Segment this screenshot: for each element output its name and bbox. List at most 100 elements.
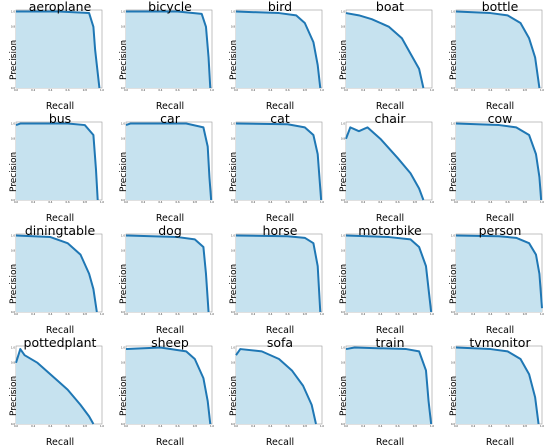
y-tick-label: 0.6 — [341, 152, 345, 156]
pr-curve-line — [235, 122, 323, 201]
y-tick-label: 1.0 — [121, 9, 125, 13]
x-tick-label: 0.6 — [396, 88, 400, 92]
x-tick-label: 0.2 — [251, 424, 255, 428]
x-tick-label: 0.8 — [413, 312, 417, 316]
x-tick-label: 1.0 — [320, 200, 324, 204]
panel-title: train — [375, 335, 405, 350]
panel-title: car — [160, 111, 180, 126]
pr-panel-sofa: 0.0 0.2 0.4 0.6 0.8 1.0 0.0 0.2 0.4 0.6 0.8 1.0 sofa… — [220, 335, 330, 448]
y-axis-label: Precision — [9, 151, 19, 192]
y-tick-label: 0.8 — [231, 361, 235, 365]
x-tick-label: 0.2 — [251, 88, 255, 92]
y-tick-label: 0.2 — [231, 71, 235, 75]
y-tick-label: 0.8 — [341, 25, 345, 29]
x-tick-label: 0.0 — [234, 200, 238, 204]
y-tick-label: 1.0 — [11, 9, 15, 13]
x-axis-label: Recall — [45, 101, 75, 112]
y-tick-label: 1.0 — [451, 9, 455, 13]
panel-title: cat — [270, 111, 290, 126]
pr-panel-pottedplant: 0.0 0.2 0.4 0.6 0.8 1.0 0.0 0.2 0.4 0.6 0.8 1.0 pott… — [0, 335, 110, 448]
pr-curve-line — [16, 10, 101, 89]
panel-title: horse — [262, 223, 298, 238]
pr-curve-line — [15, 234, 98, 313]
y-tick-label: 0.8 — [451, 249, 455, 253]
panel-title: motorbike — [358, 223, 422, 238]
y-tick-label: 0.6 — [121, 376, 125, 380]
x-axis-label: Recall — [265, 213, 295, 224]
y-tick-label: 0.2 — [341, 407, 345, 411]
y-tick-label: 0.4 — [231, 55, 235, 59]
y-tick-label: 0.2 — [121, 295, 125, 299]
y-axis-label: Precision — [339, 263, 349, 304]
pr-area — [236, 235, 321, 312]
y-tick-label: 1.0 — [121, 233, 125, 237]
y-tick-label: 1.0 — [121, 121, 125, 125]
x-tick-label: 0.4 — [268, 424, 272, 428]
pr-plot-chair: 0.0 0.2 0.4 0.6 0.8 1.00.00.20.40.60.81.0 — [341, 121, 435, 204]
x-tick-label: 0.2 — [251, 312, 255, 316]
pr-area — [346, 347, 432, 424]
y-tick-label: 0.2 — [231, 183, 235, 187]
pr-curve-line — [345, 346, 433, 425]
pr-area — [126, 11, 211, 88]
y-tick-label: 0.8 — [121, 361, 125, 365]
panel-title: diningtable — [24, 223, 96, 238]
x-axis-label: Recall — [485, 213, 515, 224]
y-axis-label: Precision — [229, 375, 239, 416]
x-tick-label: 0.6 — [286, 200, 290, 204]
pr-area — [16, 11, 100, 88]
x-tick-label: 0.2 — [471, 200, 475, 204]
x-tick-label: 0.8 — [413, 424, 417, 428]
x-tick-label: 0.0 — [234, 88, 238, 92]
y-tick-label: 0.4 — [121, 391, 125, 395]
y-tick-label: 0.8 — [231, 137, 235, 141]
x-tick-label: 0.0 — [454, 312, 458, 316]
x-axis-label: Recall — [485, 437, 515, 448]
x-tick-label: 1.0 — [320, 424, 324, 428]
y-tick-label: 0.2 — [451, 407, 455, 411]
y-tick-label: 0.0 — [231, 310, 235, 314]
x-tick-label: 0.4 — [488, 200, 492, 204]
y-tick-label: 1.0 — [231, 121, 235, 125]
y-tick-label: 0.6 — [451, 152, 455, 156]
y-tick-label: 0.6 — [121, 152, 125, 156]
x-tick-label: 0.6 — [66, 88, 70, 92]
pr-curve-line — [345, 126, 425, 201]
y-axis-label: Precision — [119, 263, 129, 304]
y-tick-label: 0.0 — [341, 422, 345, 426]
y-axis-label: Precision — [449, 263, 459, 304]
pr-panel-bottle: 0.0 0.2 0.4 0.6 0.8 1.0 0.0 0.2 0.4 0.6 0.8 1.0 bott… — [440, 0, 550, 112]
x-tick-label: 1.0 — [320, 312, 324, 316]
x-axis-label: Recall — [45, 437, 75, 448]
pr-panel-boat: 0.0 0.2 0.4 0.6 0.8 1.0 0.0 0.2 0.4 0.6 0.8 1.0 boat… — [330, 0, 440, 112]
pr-curve-line — [455, 346, 540, 425]
pr-area — [16, 123, 98, 200]
pr-area — [456, 235, 542, 312]
y-tick-label: 0.4 — [451, 167, 455, 171]
y-tick-label: 0.6 — [341, 40, 345, 44]
pr-plot-sofa: 0.0 0.2 0.4 0.6 0.8 1.00.00.20.40.60.81.0 — [231, 345, 325, 428]
pr-plot-cow: 0.0 0.2 0.4 0.6 0.8 1.00.00.20.40.60.81.0 — [451, 121, 545, 204]
pr-plot-bottle: 0.0 0.2 0.4 0.6 0.8 1.00.00.20.40.60.81.0 — [451, 9, 545, 92]
x-tick-label: 1.0 — [210, 200, 214, 204]
y-tick-label: 0.6 — [231, 376, 235, 380]
x-tick-label: 0.2 — [361, 88, 365, 92]
y-tick-label: 0.4 — [341, 167, 345, 171]
y-tick-label: 0.8 — [451, 25, 455, 29]
panel-title: tvmonitor — [469, 335, 531, 350]
y-tick-label: 0.4 — [121, 279, 125, 283]
y-tick-label: 0.4 — [341, 55, 345, 59]
pr-area — [236, 123, 322, 200]
y-axis-label: Precision — [449, 151, 459, 192]
x-tick-label: 0.4 — [488, 88, 492, 92]
y-tick-label: 0.4 — [11, 55, 15, 59]
pr-plot-dog: 0.0 0.2 0.4 0.6 0.8 1.00.00.20.40.60.81.0 — [121, 233, 215, 316]
y-tick-label: 0.2 — [451, 295, 455, 299]
y-tick-label: 1.0 — [451, 121, 455, 125]
y-tick-label: 1.0 — [11, 121, 15, 125]
y-tick-label: 0.4 — [231, 391, 235, 395]
x-tick-label: 0.4 — [488, 424, 492, 428]
x-tick-label: 0.0 — [14, 200, 18, 204]
y-tick-label: 0.2 — [451, 183, 455, 187]
pr-area — [126, 347, 211, 424]
